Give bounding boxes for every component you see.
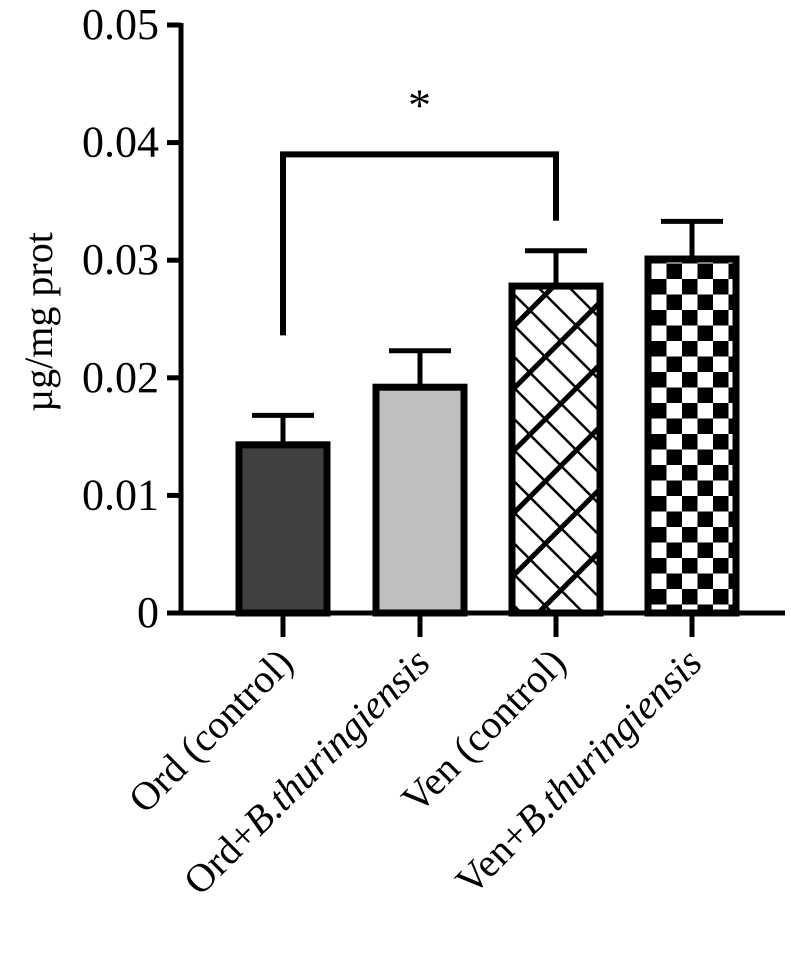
y-tick-label: 0.03 [82, 235, 159, 284]
y-tick-label: 0.04 [82, 118, 159, 167]
bar-2 [372, 383, 468, 617]
y-axis-title: µg/mg prot [16, 232, 61, 412]
y-tick-label: 0.02 [82, 353, 159, 402]
error-bars-group [252, 218, 723, 445]
bar-3 [508, 282, 604, 617]
y-axis: 0 0.01 0.02 0.03 0.04 0.05 [82, 0, 184, 637]
y-tick-label: 0 [137, 588, 159, 637]
x-category-label: Ord+B.thuringiensis [175, 640, 439, 904]
y-tick-label: 0.05 [82, 0, 159, 49]
y-tick-label: 0.01 [82, 470, 159, 519]
significance-bracket [280, 151, 559, 336]
significance-label: * [408, 79, 431, 130]
x-category-label: Ven+B.thuringiensis [447, 640, 711, 904]
bar-1 [235, 441, 331, 617]
x-axis [167, 610, 785, 637]
bars-group [235, 255, 740, 617]
significance-group: * [280, 79, 559, 336]
bar-4 [644, 255, 740, 617]
